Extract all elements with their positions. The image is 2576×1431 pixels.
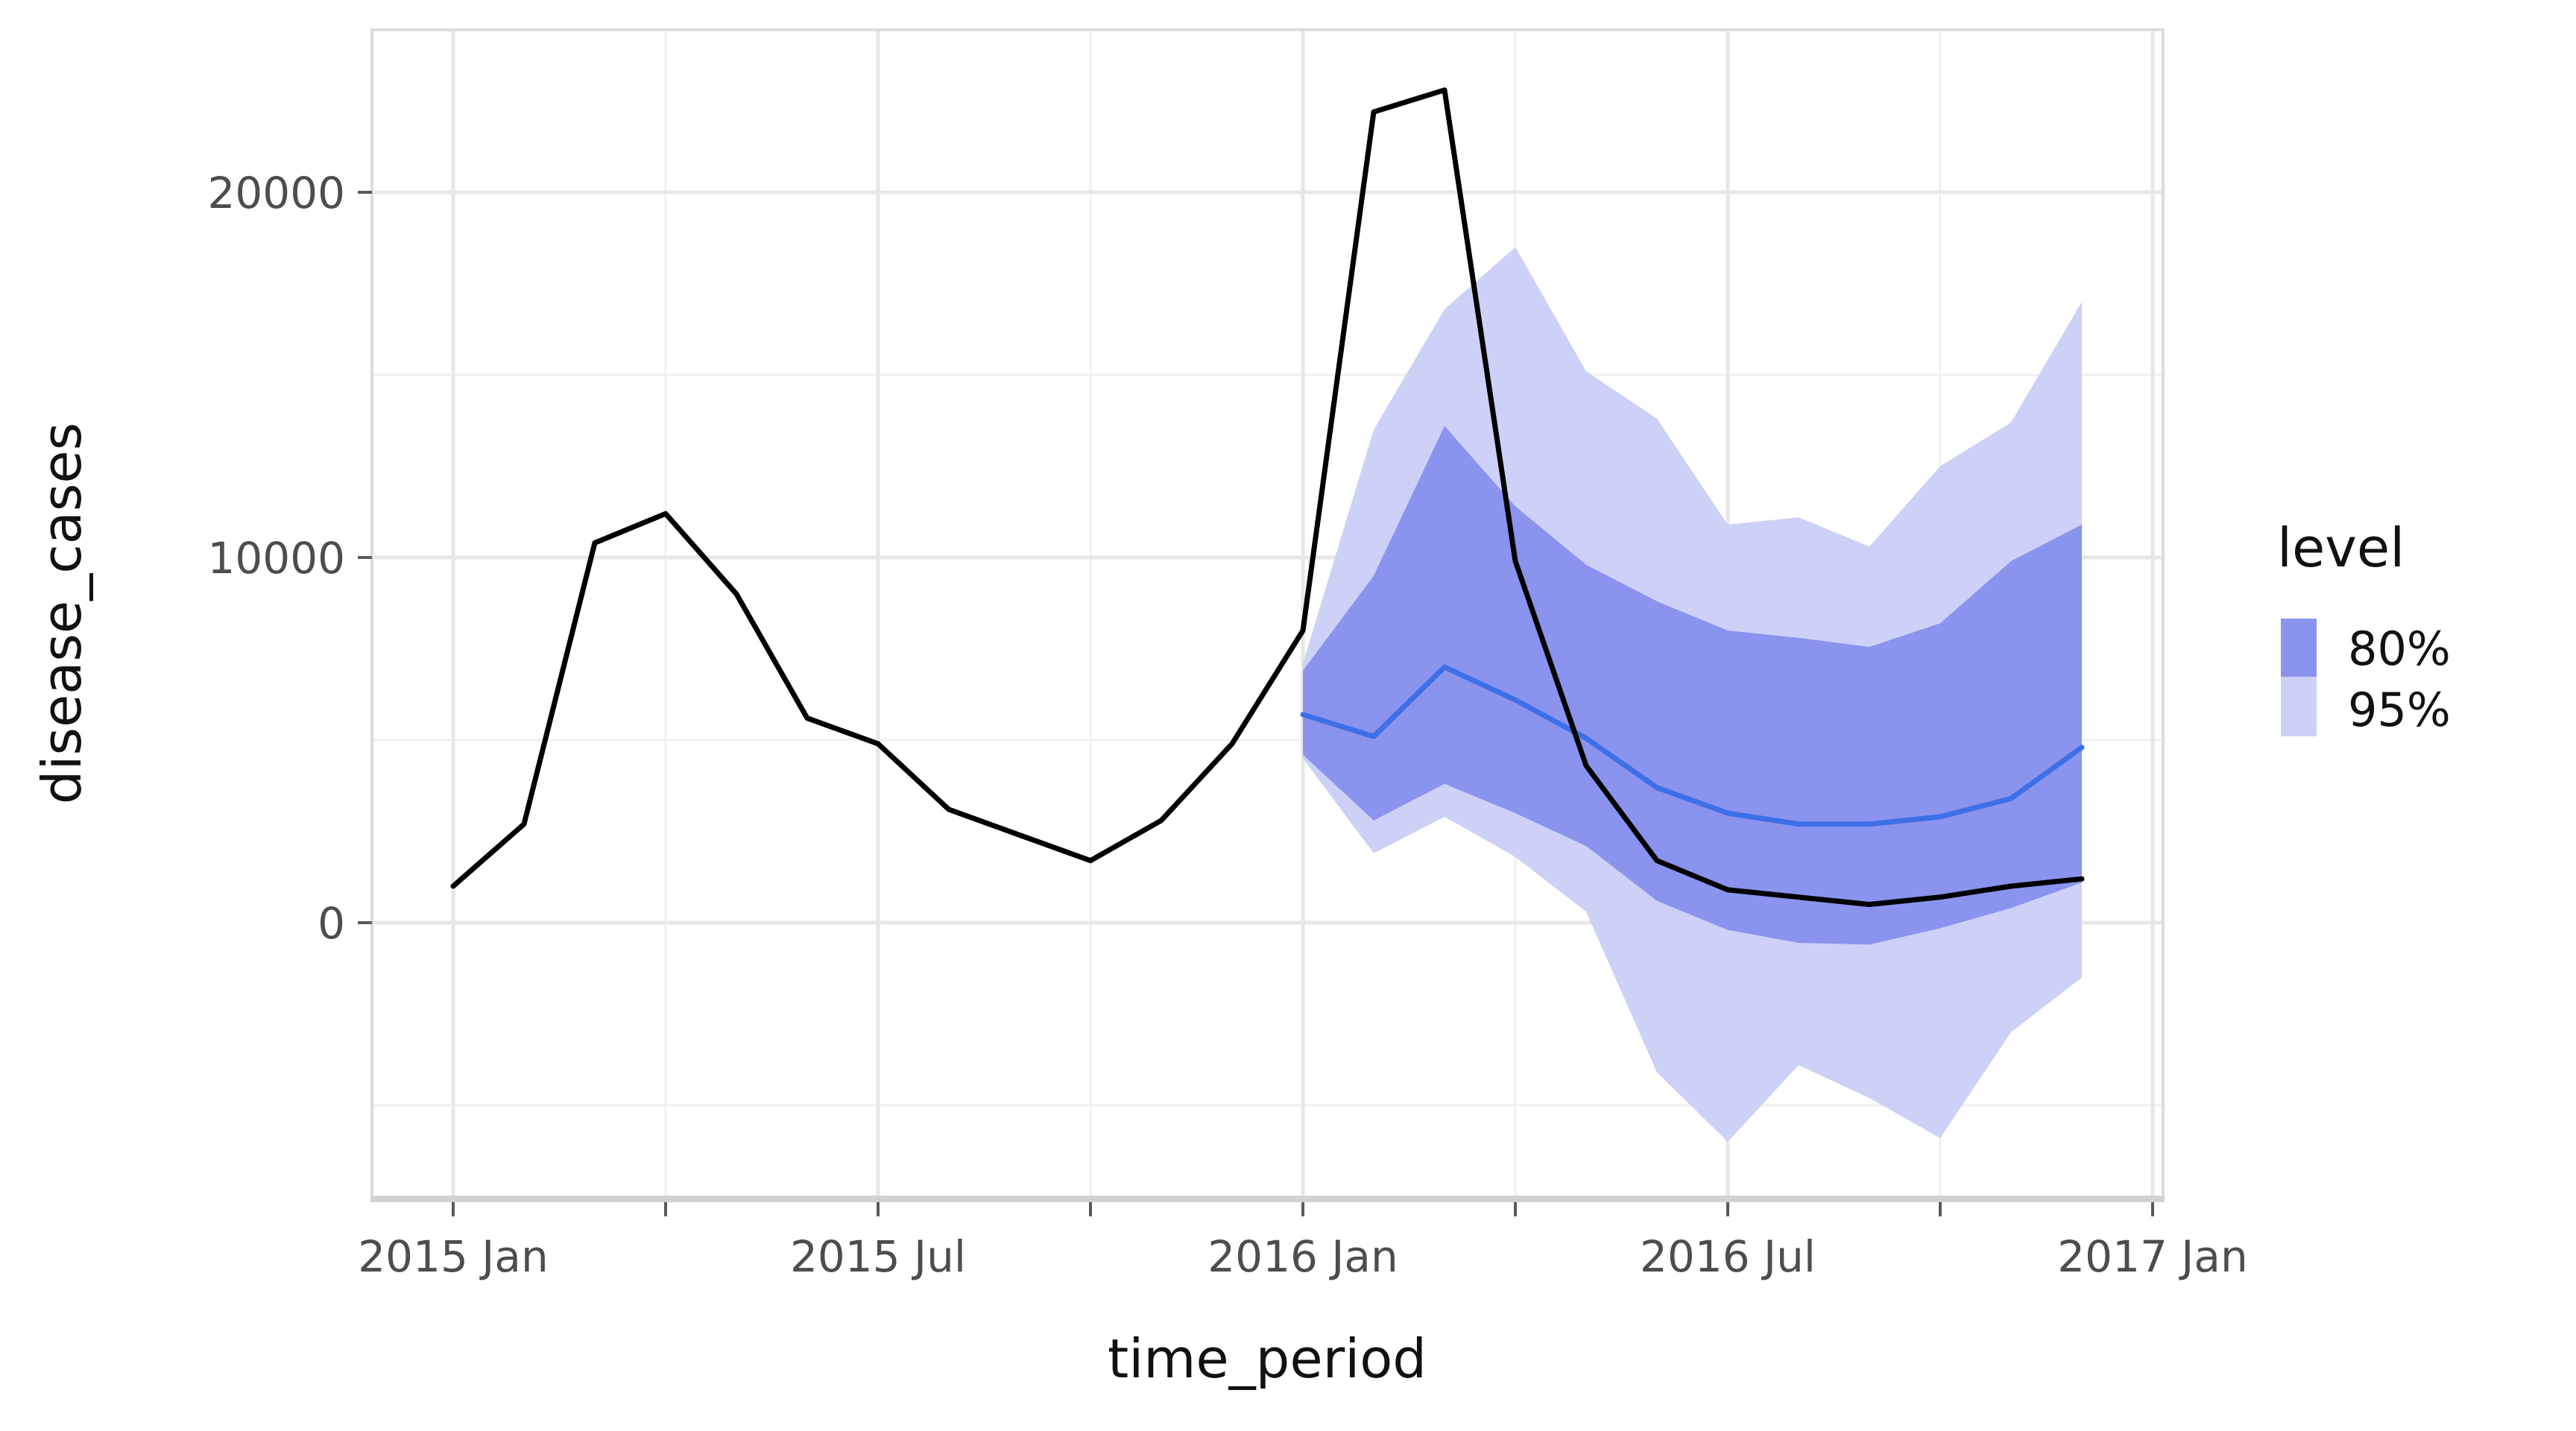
forecast-median-line xyxy=(1300,664,2085,827)
x-tick-label: 2016 Jul xyxy=(1640,1231,1816,1282)
y-axis-title: disease_cases xyxy=(31,423,93,804)
axis-ticks xyxy=(358,191,2154,1216)
x-tick-label: 2015 Jan xyxy=(358,1231,548,1282)
x-axis-title: time_period xyxy=(1108,1327,1427,1390)
legend-label-80: 80% xyxy=(2348,622,2451,676)
x-tick-label: 2016 Jan xyxy=(1208,1231,1398,1282)
series-lines xyxy=(450,87,2085,907)
forecast-interval-ribbons xyxy=(1303,247,2082,1142)
legend-swatch-95 xyxy=(2281,677,2317,736)
legend-title: level xyxy=(2277,517,2405,579)
x-tick-label: 2015 Jul xyxy=(790,1231,966,1282)
panel-border xyxy=(370,28,2165,1202)
legend: level 80% 95% xyxy=(2277,517,2451,737)
legend-swatch-80 xyxy=(2281,619,2317,677)
x-tick-label: 2017 Jan xyxy=(2057,1231,2247,1282)
legend-label-95: 95% xyxy=(2348,683,2451,737)
interval-ribbon-80 xyxy=(1303,426,2082,945)
y-tick-label: 20000 xyxy=(207,168,345,218)
y-tick-label: 0 xyxy=(318,898,345,949)
observed-line xyxy=(450,87,2085,907)
y-tick-label: 10000 xyxy=(207,533,345,584)
axis-tick-labels: 2015 Jan 2015 Jul 2016 Jan 2016 Jul 2017 Jan… xyxy=(207,168,2247,1282)
